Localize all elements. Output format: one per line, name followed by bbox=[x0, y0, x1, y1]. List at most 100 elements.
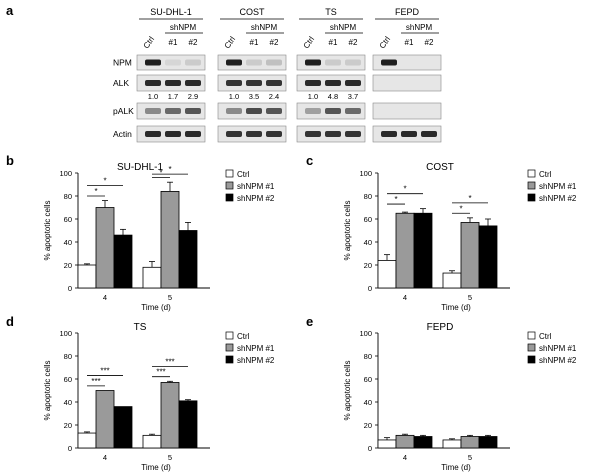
y-tick-label: 20 bbox=[64, 421, 72, 430]
x-tick-label: 4 bbox=[403, 453, 407, 462]
blot-band bbox=[325, 59, 341, 66]
blot-band bbox=[266, 108, 282, 114]
blot-band bbox=[165, 108, 181, 114]
legend-label: Ctrl bbox=[539, 332, 552, 341]
blot-title-fepd: FEPD bbox=[395, 7, 420, 17]
y-tick-label: 80 bbox=[364, 352, 372, 361]
x-tick-label: 5 bbox=[168, 293, 172, 302]
bar-ctrl bbox=[77, 432, 97, 449]
lane-label-sh2: #2 bbox=[189, 38, 198, 47]
x-axis-label: Time (d) bbox=[441, 463, 471, 472]
x-tick-label: 4 bbox=[103, 293, 107, 302]
panel-b-letter: b bbox=[6, 153, 14, 168]
chart-title: COST bbox=[426, 162, 454, 173]
alk-ratio-value: 1.0 bbox=[229, 92, 239, 101]
blot-band bbox=[145, 80, 161, 86]
alk-ratio-value: 1.0 bbox=[148, 92, 158, 101]
blot-band bbox=[266, 131, 282, 137]
bar-ctrl bbox=[142, 434, 162, 449]
blot-band bbox=[185, 131, 201, 137]
legend-label: Ctrl bbox=[539, 170, 552, 179]
bar-shnpm-2 bbox=[413, 212, 433, 289]
legend-swatch bbox=[225, 343, 234, 352]
blot-band bbox=[226, 80, 242, 86]
blot-band bbox=[226, 131, 242, 137]
blot-strip bbox=[372, 102, 442, 120]
x-tick-label: 5 bbox=[468, 453, 472, 462]
y-tick-label: 100 bbox=[59, 329, 72, 338]
bar-shnpm-2 bbox=[113, 234, 133, 289]
legend-label: shNPM #1 bbox=[539, 182, 577, 191]
significance-label: * bbox=[403, 185, 406, 194]
blot-row-label-actin: Actin bbox=[113, 129, 132, 139]
bar-shnpm-1 bbox=[395, 434, 415, 449]
y-tick-label: 0 bbox=[368, 284, 372, 293]
bar-shnpm-2 bbox=[413, 436, 433, 449]
blot-strip bbox=[372, 54, 442, 71]
legend-swatch bbox=[225, 181, 234, 190]
significance-label: *** bbox=[156, 368, 165, 377]
bar-shnpm-2 bbox=[478, 436, 498, 449]
blot-band bbox=[246, 108, 262, 114]
blot-band bbox=[345, 108, 361, 114]
alk-ratio-value: 2.9 bbox=[188, 92, 198, 101]
alk-ratio-value: 4.8 bbox=[328, 92, 338, 101]
significance-label: * bbox=[94, 187, 97, 196]
lane-label-sh2: #2 bbox=[349, 38, 358, 47]
blot-band bbox=[185, 108, 201, 114]
legend-label: shNPM #1 bbox=[237, 344, 275, 353]
blot-band bbox=[305, 80, 321, 86]
blot-band bbox=[381, 131, 397, 137]
x-tick-label: 5 bbox=[468, 293, 472, 302]
legend-swatch bbox=[527, 193, 536, 202]
y-tick-label: 60 bbox=[64, 215, 72, 224]
lane-label-shnpm: shNPM bbox=[251, 23, 278, 32]
y-tick-label: 60 bbox=[64, 375, 72, 384]
bar-ctrl bbox=[442, 272, 462, 289]
y-tick-label: 0 bbox=[68, 444, 72, 453]
y-tick-label: 60 bbox=[364, 375, 372, 384]
y-axis-label: % apoptotic cells bbox=[43, 200, 52, 260]
chart-title: FEPD bbox=[427, 322, 454, 333]
bar-shnpm-2 bbox=[478, 225, 498, 289]
legend-label: shNPM #1 bbox=[237, 182, 275, 191]
x-tick-label: 4 bbox=[103, 453, 107, 462]
blot-band bbox=[185, 59, 201, 66]
bar-shnpm-1 bbox=[160, 382, 180, 449]
x-tick-label: 5 bbox=[168, 453, 172, 462]
legend-swatch bbox=[225, 169, 234, 178]
blot-title-cost: COST bbox=[239, 7, 265, 17]
blot-band bbox=[345, 131, 361, 137]
bar-shnpm-1 bbox=[395, 212, 415, 289]
panel-e-letter: e bbox=[306, 314, 313, 329]
significance-label: * bbox=[159, 169, 162, 178]
bar-ctrl bbox=[377, 259, 397, 289]
bar-ctrl bbox=[142, 266, 162, 289]
blot-band bbox=[401, 131, 417, 137]
legend-swatch bbox=[527, 181, 536, 190]
blot-band bbox=[305, 131, 321, 137]
lane-label-sh1: #1 bbox=[329, 38, 338, 47]
legend-swatch bbox=[527, 169, 536, 178]
significance-label: *** bbox=[165, 357, 174, 366]
legend-label: shNPM #2 bbox=[539, 356, 577, 365]
significance-label: * bbox=[103, 177, 106, 186]
blot-band bbox=[246, 131, 262, 137]
lane-label-shnpm: shNPM bbox=[406, 23, 433, 32]
bar-shnpm-1 bbox=[160, 190, 180, 289]
blot-band bbox=[266, 59, 282, 66]
x-axis-label: Time (d) bbox=[441, 303, 471, 312]
y-tick-label: 40 bbox=[364, 238, 372, 247]
y-tick-label: 80 bbox=[364, 192, 372, 201]
panel-d-letter: d bbox=[6, 314, 14, 329]
y-axis-label: % apoptotic cells bbox=[43, 360, 52, 420]
y-tick-label: 20 bbox=[64, 261, 72, 270]
blot-band bbox=[305, 108, 321, 114]
legend-label: shNPM #2 bbox=[237, 356, 275, 365]
bar-ctrl bbox=[377, 439, 397, 449]
blot-band bbox=[345, 80, 361, 86]
lane-label-shnpm: shNPM bbox=[330, 23, 357, 32]
lane-label-ctrl: Ctrl bbox=[142, 35, 157, 51]
alk-ratio-value: 2.4 bbox=[269, 92, 279, 101]
